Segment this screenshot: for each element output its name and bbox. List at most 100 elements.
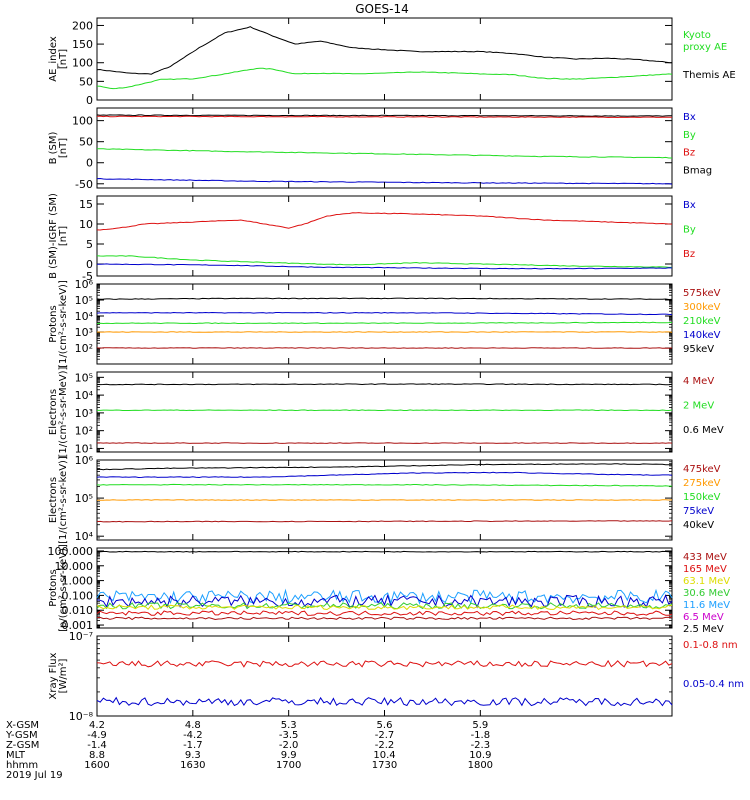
y-tick-label: 10⁵	[75, 371, 93, 384]
series-line-pro-3	[96, 331, 673, 333]
y-tick-label: 0	[86, 258, 93, 271]
x-tick-value: 8.8	[89, 750, 105, 761]
y-tick-label: 10⁴	[75, 530, 94, 543]
x-row-label: X-GSM	[6, 720, 39, 731]
y-axis-label: [p/(cm²-s-sr-keV)]	[58, 544, 69, 632]
series-line-db-2	[97, 263, 673, 270]
panel-frame	[96, 635, 673, 717]
x-row-label: MLT	[6, 750, 26, 761]
series-line-el2-1	[96, 471, 673, 479]
legend-label: 140keV	[683, 330, 721, 341]
series-line-db-0	[96, 212, 673, 231]
y-axis-label: [nT]	[58, 226, 69, 246]
x-tick-value: 4.8	[185, 720, 201, 731]
legend-label: 30.6 MeV	[683, 588, 730, 599]
legend-label: 300keV	[683, 302, 721, 313]
x-tick-value: 9.3	[185, 750, 201, 761]
x-tick-value: 10.9	[469, 750, 491, 761]
y-axis-label: B (SM)-IGRF (SM)	[48, 193, 59, 279]
y-axis-label: Electrons	[48, 477, 59, 523]
y-axis-label: Electrons	[48, 389, 59, 435]
x-tick-value: -4.9	[87, 730, 107, 741]
series-line-hp-6	[96, 616, 673, 621]
y-tick-label: 50	[79, 136, 93, 149]
legend-label: 0.05-0.4 nm	[683, 679, 744, 690]
legend-label: proxy AE	[683, 42, 727, 53]
panel-el1: 10¹ 10² 10³ 10⁴ 10⁵ Electrons [1/(cm²-s-sr-MeV…	[48, 366, 724, 457]
y-tick-label: 100	[72, 115, 93, 128]
y-axis-label: [W/m²]	[58, 658, 69, 693]
legend-label: 40keV	[683, 520, 714, 531]
y-tick-label: 10³	[75, 326, 93, 339]
y-tick-label: 10²	[75, 342, 93, 355]
legend-label: 150keV	[683, 492, 721, 503]
series-line-el2-0	[96, 463, 672, 471]
legend-label: Bx	[683, 112, 696, 123]
x-row-label: Z-GSM	[6, 740, 39, 751]
legend-label: 0.1-0.8 nm	[683, 640, 738, 651]
legend-label: 210keV	[683, 316, 721, 327]
y-tick-label: 10⁴	[75, 310, 94, 323]
y-tick-label: 0.100	[62, 589, 94, 602]
series-line-pro-0	[96, 297, 673, 301]
x-tick-value: -1.4	[87, 740, 107, 751]
legend-label: 575keV	[683, 288, 721, 299]
y-tick-label: 10⁵	[75, 294, 93, 307]
y-tick-label: 10⁵	[75, 492, 93, 505]
panel-frame	[96, 547, 673, 629]
panel-frame	[96, 107, 673, 189]
legend-label: Bz	[683, 148, 695, 159]
x-tick-value: -2.7	[375, 730, 395, 741]
y-tick-label: 10	[79, 218, 93, 231]
series-line-el1-2	[97, 442, 673, 444]
x-tick-value: 1600	[84, 760, 109, 771]
y-tick-label: 10⁻⁸	[69, 710, 94, 723]
series-line-el2-2	[96, 483, 672, 487]
x-tick-value: 5.3	[281, 720, 297, 731]
y-tick-label: 10³	[75, 407, 93, 420]
x-row-label: 2019 Jul 19	[6, 770, 63, 781]
series-line-b-1	[96, 115, 673, 119]
y-tick-label: -50	[75, 178, 93, 191]
legend-label: 95keV	[683, 344, 714, 355]
series-line-b-2	[96, 148, 672, 159]
y-tick-label: 200	[72, 19, 93, 32]
series-line-hp-4	[96, 604, 673, 611]
y-axis-label: [1/(cm²-s-sr-keV)]	[58, 456, 69, 544]
y-axis-label: Protons	[48, 569, 59, 606]
legend-label: By	[683, 224, 696, 235]
y-tick-label: 150	[72, 38, 93, 51]
y-tick-label: 10⁴	[75, 389, 94, 402]
y-axis-label: AE_index	[48, 36, 59, 82]
y-axis-label: Protons	[48, 305, 59, 342]
legend-label: 165 MeV	[683, 564, 727, 575]
y-tick-label: 15	[79, 198, 93, 211]
legend-label: 63.1 MeV	[683, 576, 730, 587]
panel-xr: 10⁻⁸ 10⁻⁷ Xray Flux [W/m²] 0.1-0.8 nm 0.05-0.…	[48, 630, 744, 723]
legend-label: Kyoto	[683, 30, 711, 41]
series-line-pro-2	[96, 321, 673, 325]
x-tick-value: -1.8	[471, 730, 491, 741]
y-axis-label: [1/(cm²-s-sr-MeV)]	[58, 366, 69, 457]
x-tick-value: 1700	[276, 760, 301, 771]
legend-label: 475keV	[683, 464, 721, 475]
x-tick-value: 1630	[180, 760, 205, 771]
x-tick-value: -2.3	[471, 740, 491, 751]
y-tick-label: 100	[72, 57, 93, 70]
y-tick-label: 0	[86, 94, 93, 107]
panel-frame	[96, 283, 673, 365]
series-line-db-1	[96, 255, 672, 268]
legend-label: 2 MeV	[683, 400, 714, 411]
legend-label: 6.5 MeV	[683, 612, 724, 623]
x-tick-value: -2.0	[279, 740, 299, 751]
panel-db: -50 5 10 15 B (SM)-IGRF (SM) [nT] Bx By Bz	[48, 193, 696, 283]
series-line-hp-2	[96, 593, 673, 609]
legend-label: 433 MeV	[683, 552, 727, 563]
legend-label: 75keV	[683, 506, 714, 517]
x-tick-value: -3.5	[279, 730, 299, 741]
y-tick-label: 1.000	[62, 575, 94, 588]
series-line-xr-0	[96, 659, 673, 668]
x-tick-value: 4.2	[89, 720, 105, 731]
series-line-ae-1	[96, 67, 673, 90]
